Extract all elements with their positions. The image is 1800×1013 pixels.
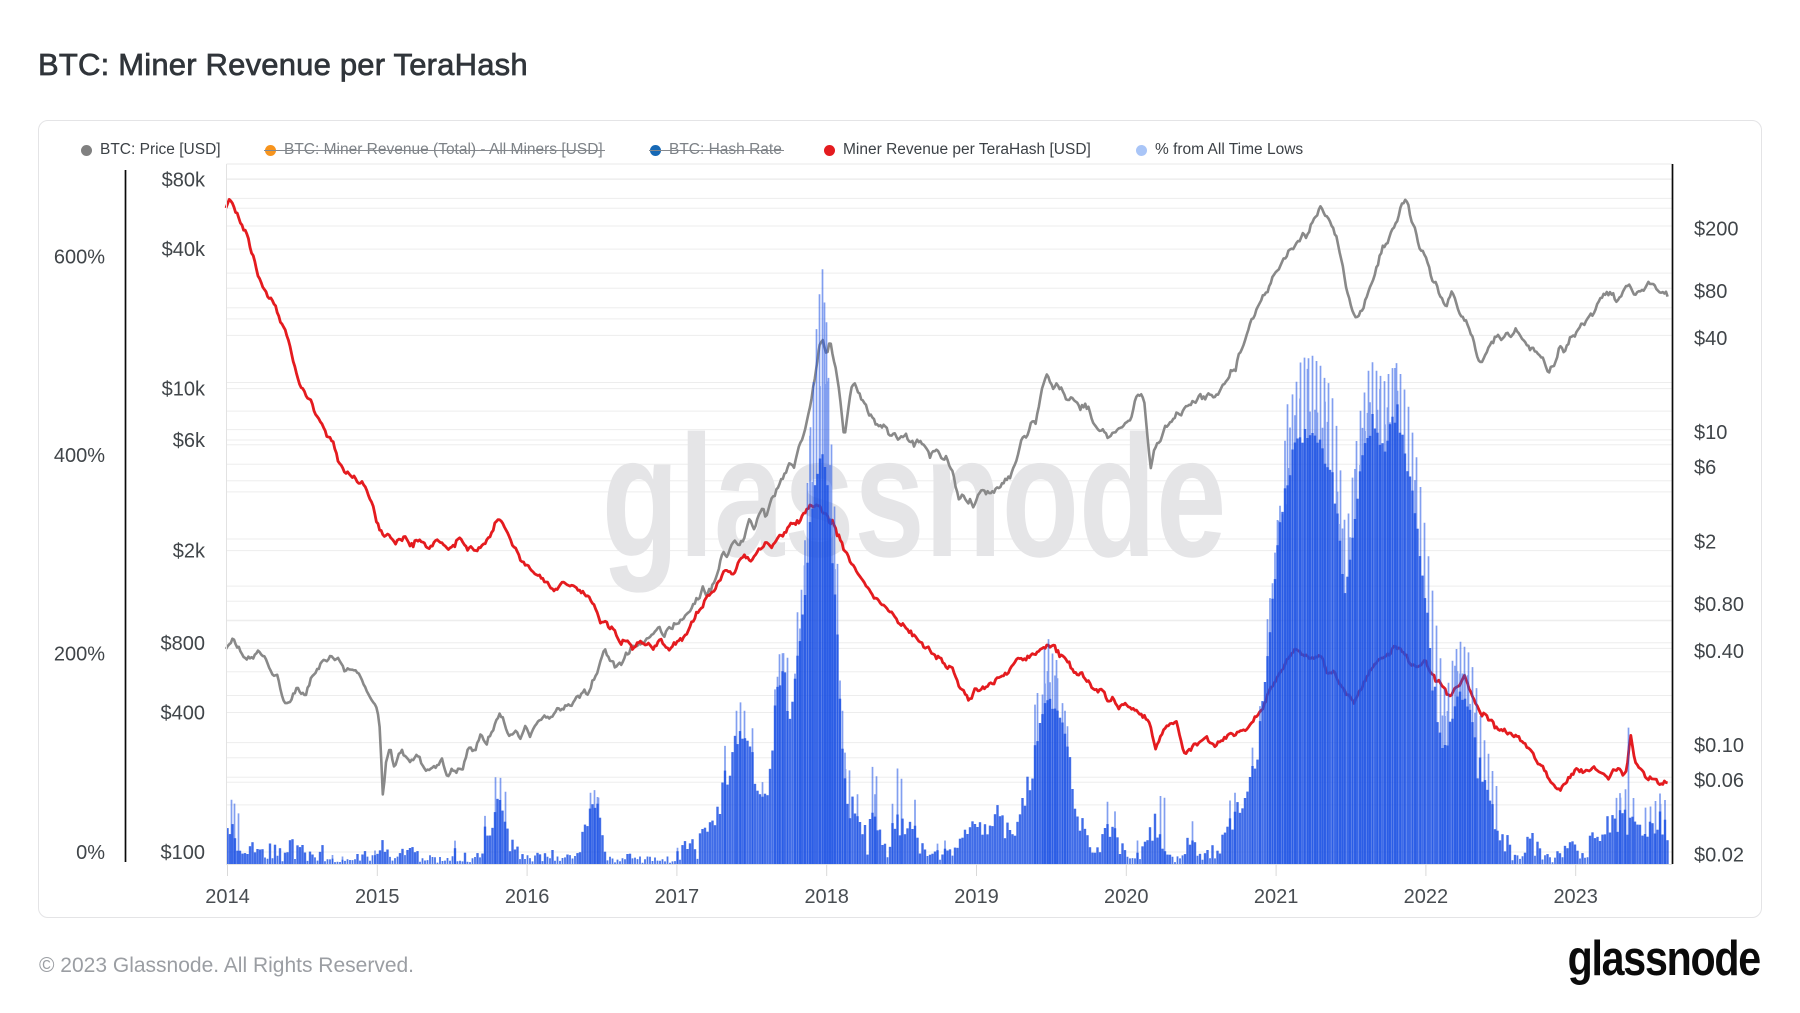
svg-text:200%: 200% [54,644,105,666]
svg-text:glassnode: glassnode [602,401,1227,594]
svg-text:$6k: $6k [173,430,206,452]
svg-text:$0.10: $0.10 [1694,735,1744,757]
svg-text:$40k: $40k [162,239,206,261]
svg-text:2016: 2016 [505,886,550,908]
svg-text:2020: 2020 [1104,886,1149,908]
svg-text:2017: 2017 [655,886,700,908]
svg-text:2015: 2015 [355,886,400,908]
svg-text:$0.80: $0.80 [1694,594,1744,616]
svg-text:$80: $80 [1694,281,1727,303]
svg-text:400%: 400% [54,445,105,467]
svg-text:$10: $10 [1694,422,1727,444]
svg-text:600%: 600% [54,246,105,268]
svg-text:$40: $40 [1694,328,1727,350]
svg-text:$0.40: $0.40 [1694,641,1744,663]
svg-text:$200: $200 [1694,219,1739,241]
svg-text:2021: 2021 [1254,886,1299,908]
svg-text:$80k: $80k [162,169,206,191]
svg-text:$2: $2 [1694,532,1716,554]
svg-text:$400: $400 [161,703,206,725]
svg-text:$10k: $10k [162,379,206,401]
svg-text:$0.02: $0.02 [1694,845,1744,867]
svg-text:2023: 2023 [1553,886,1598,908]
svg-text:2014: 2014 [205,886,250,908]
svg-text:$6: $6 [1694,457,1716,479]
svg-text:2018: 2018 [804,886,849,908]
svg-text:$800: $800 [161,633,206,655]
svg-text:$100: $100 [161,842,206,864]
svg-text:2019: 2019 [954,886,999,908]
svg-text:$2k: $2k [173,541,206,563]
svg-text:0%: 0% [76,842,105,864]
svg-text:2022: 2022 [1404,886,1449,908]
svg-text:$0.06: $0.06 [1694,770,1744,792]
